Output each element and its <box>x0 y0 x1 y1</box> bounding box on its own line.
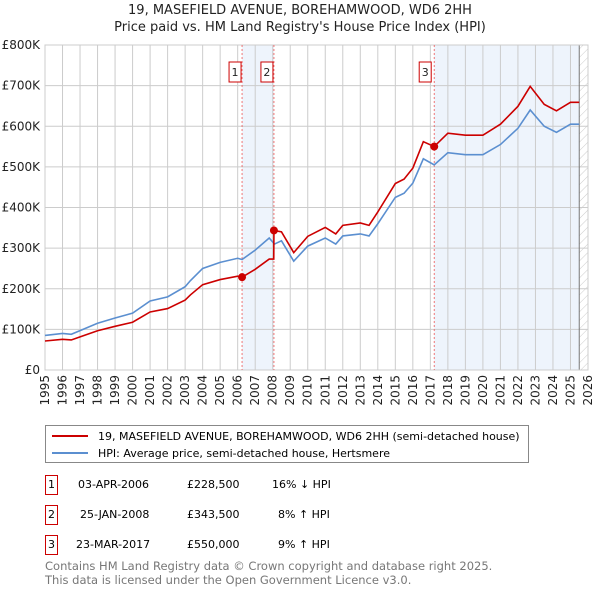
x-tick-label: 2018 <box>441 375 455 406</box>
legend: 19, MASEFIELD AVENUE, BOREHAMWOOD, WD6 2… <box>45 425 529 463</box>
x-tick-label: 2001 <box>143 375 157 406</box>
transaction-hpi: 9% ↑ HPI <box>278 538 330 551</box>
x-tick-label: 1995 <box>38 375 52 406</box>
x-tick-label: 2020 <box>476 375 490 406</box>
legend-label: HPI: Average price, semi-detached house,… <box>98 446 390 460</box>
sale-point <box>269 226 278 235</box>
x-tick-label: 2026 <box>581 375 595 406</box>
transaction-date: 03-APR-2006 <box>78 478 150 491</box>
y-tick-label: £100K <box>2 322 42 336</box>
transaction-number: 2 <box>45 505 58 525</box>
sale-label: 3 <box>422 66 429 79</box>
transaction-date: 25-JAN-2008 <box>80 508 150 521</box>
footer-licence: This data is licensed under the Open Gov… <box>45 573 412 587</box>
hpi-line <box>44 108 580 337</box>
x-tick-label: 2002 <box>161 375 175 406</box>
x-tick-label: 2008 <box>266 375 280 406</box>
x-tick-label: 2012 <box>336 375 350 406</box>
price-line <box>44 85 580 342</box>
chart-subtitle: Price paid vs. HM Land Registry's House … <box>114 20 486 35</box>
legend-label: 19, MASEFIELD AVENUE, BOREHAMWOOD, WD6 2… <box>98 429 520 443</box>
x-tick-label: 2010 <box>301 375 315 406</box>
x-tick-label: 2025 <box>563 375 577 406</box>
y-tick-label: £0 <box>25 363 40 377</box>
legend-item-hpi: HPI: Average price, semi-detached house,… <box>52 445 390 461</box>
y-tick-label: £800K <box>2 38 42 52</box>
transaction-date: 23-MAR-2017 <box>76 538 151 551</box>
x-tick-label: 2022 <box>511 375 525 406</box>
x-tick-label: 2017 <box>423 375 437 406</box>
line-chart: 1995 1996 1997 1998 1999 2000 2001 2002 2003 2004… <box>2 38 595 406</box>
x-tick-label: 2009 <box>283 375 297 406</box>
sale-label-box <box>260 61 274 83</box>
x-tick-label: 2004 <box>196 375 210 406</box>
y-tick-label: £700K <box>2 79 42 93</box>
transaction-hpi: 8% ↑ HPI <box>278 508 330 521</box>
legend-swatch-blue <box>52 452 88 454</box>
sale-point <box>430 142 439 151</box>
x-tick-label: 2005 <box>213 375 227 406</box>
transaction-hpi: 16% ↓ HPI <box>272 478 331 491</box>
transaction-number: 1 <box>45 475 58 495</box>
sale-point <box>238 273 247 282</box>
x-tick-label: 1996 <box>56 375 70 406</box>
x-tick-label: 1997 <box>73 375 87 406</box>
x-tick-label: 1999 <box>108 375 122 406</box>
x-tick-label: 2006 <box>231 375 245 406</box>
chart-title: 19, MASEFIELD AVENUE, BOREHAMWOOD, WD6 2… <box>128 3 472 18</box>
transaction-price: £550,000 <box>187 538 240 551</box>
legend-swatch-red <box>52 435 88 437</box>
x-tick-label: 1998 <box>91 375 105 406</box>
sale-label-box <box>418 61 432 83</box>
y-tick-label: £400K <box>2 201 42 215</box>
transaction-row: 2 25-JAN-2008 £343,500 8% ↑ HPI <box>45 505 445 525</box>
y-tick-label: £300K <box>2 241 42 255</box>
sale-label: 1 <box>232 66 239 79</box>
x-tick-label: 2013 <box>353 375 367 406</box>
transaction-row: 1 03-APR-2006 £228,500 16% ↓ HPI <box>45 475 445 495</box>
x-tick-label: 2014 <box>371 375 385 406</box>
x-tick-label: 2003 <box>178 375 192 406</box>
transaction-price: £343,500 <box>187 508 240 521</box>
x-tick-label: 2007 <box>248 375 262 406</box>
y-tick-label: £500K <box>2 160 42 174</box>
x-tick-label: 2024 <box>546 375 560 406</box>
sale-label-box <box>228 61 242 83</box>
x-tick-label: 2021 <box>493 375 507 406</box>
x-tick-label: 2019 <box>458 375 472 406</box>
x-tick-label: 2000 <box>126 375 140 406</box>
legend-item-price: 19, MASEFIELD AVENUE, BOREHAMWOOD, WD6 2… <box>52 428 520 444</box>
transaction-price: £228,500 <box>187 478 240 491</box>
plot-frame <box>44 44 589 371</box>
x-tick-label: 2015 <box>388 375 402 406</box>
sale-label: 2 <box>263 66 270 79</box>
footer-copyright: Contains HM Land Registry data © Crown c… <box>45 559 493 573</box>
y-tick-label: £200K <box>2 282 42 296</box>
y-tick-label: £600K <box>2 119 42 133</box>
transaction-row: 3 23-MAR-2017 £550,000 9% ↑ HPI <box>45 535 445 555</box>
transaction-number: 3 <box>45 535 58 555</box>
x-tick-label: 2011 <box>318 375 332 406</box>
x-tick-label: 2023 <box>528 375 542 406</box>
x-tick-label: 2016 <box>406 375 420 406</box>
